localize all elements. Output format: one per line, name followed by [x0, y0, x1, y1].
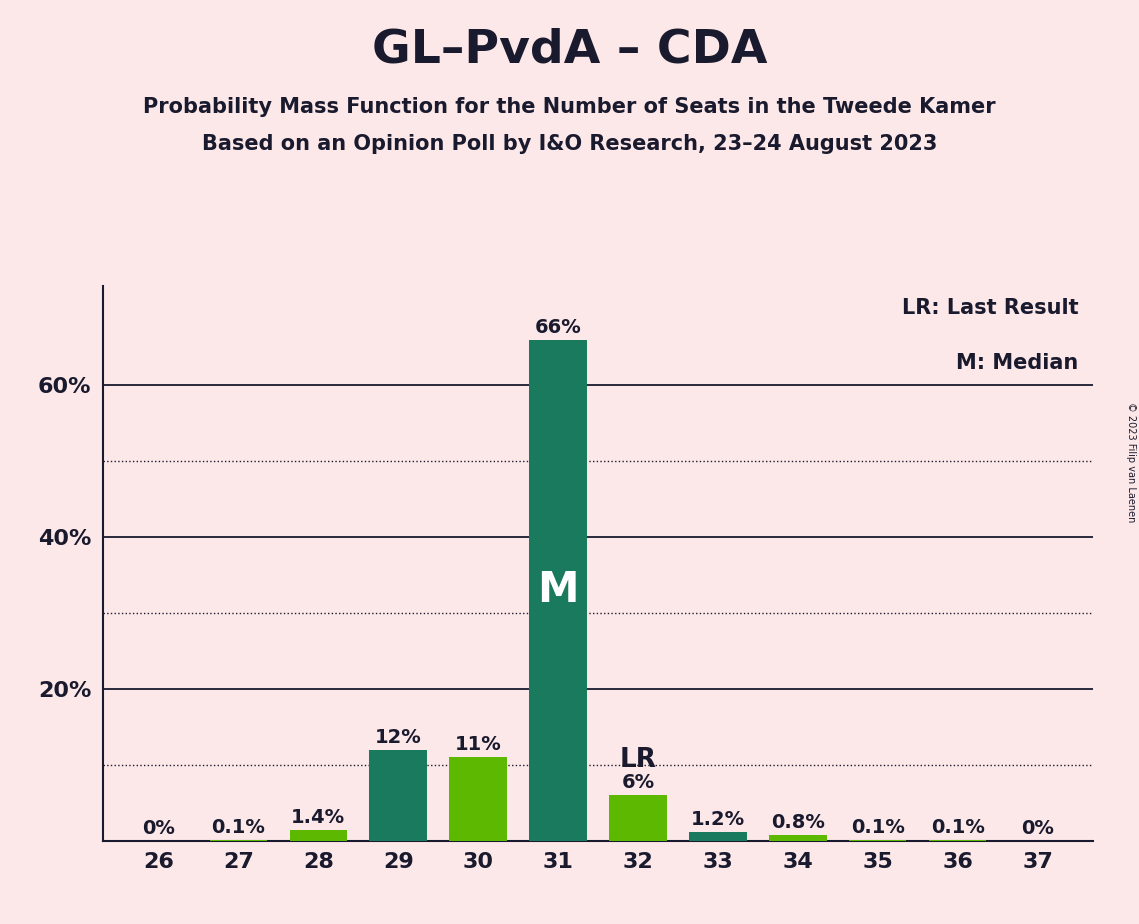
Bar [450, 758, 507, 841]
Text: © 2023 Filip van Laenen: © 2023 Filip van Laenen [1126, 402, 1136, 522]
Text: Based on an Opinion Poll by I&O Research, 23–24 August 2023: Based on an Opinion Poll by I&O Research… [202, 134, 937, 154]
Text: M: Median: M: Median [957, 353, 1079, 373]
Text: 12%: 12% [375, 728, 421, 747]
Text: LR: LR [620, 748, 656, 773]
Text: 0.1%: 0.1% [851, 818, 904, 837]
Text: M: M [538, 569, 579, 611]
Text: 0%: 0% [1021, 819, 1054, 838]
Bar [289, 830, 347, 841]
Text: 0.1%: 0.1% [212, 818, 265, 837]
Bar [689, 832, 747, 841]
Text: GL–PvdA – CDA: GL–PvdA – CDA [371, 28, 768, 73]
Text: 0%: 0% [142, 819, 175, 838]
Text: 0.8%: 0.8% [771, 813, 825, 832]
Bar [769, 834, 827, 841]
Text: LR: Last Result: LR: Last Result [902, 298, 1079, 318]
Bar [609, 796, 666, 841]
Text: Probability Mass Function for the Number of Seats in the Tweede Kamer: Probability Mass Function for the Number… [144, 97, 995, 117]
Text: 66%: 66% [534, 318, 581, 336]
Text: 11%: 11% [454, 736, 501, 754]
Text: 1.2%: 1.2% [690, 809, 745, 829]
Bar [369, 749, 427, 841]
Text: 1.4%: 1.4% [292, 808, 345, 827]
Bar [530, 340, 587, 841]
Text: 6%: 6% [622, 773, 655, 792]
Text: 0.1%: 0.1% [931, 818, 984, 837]
